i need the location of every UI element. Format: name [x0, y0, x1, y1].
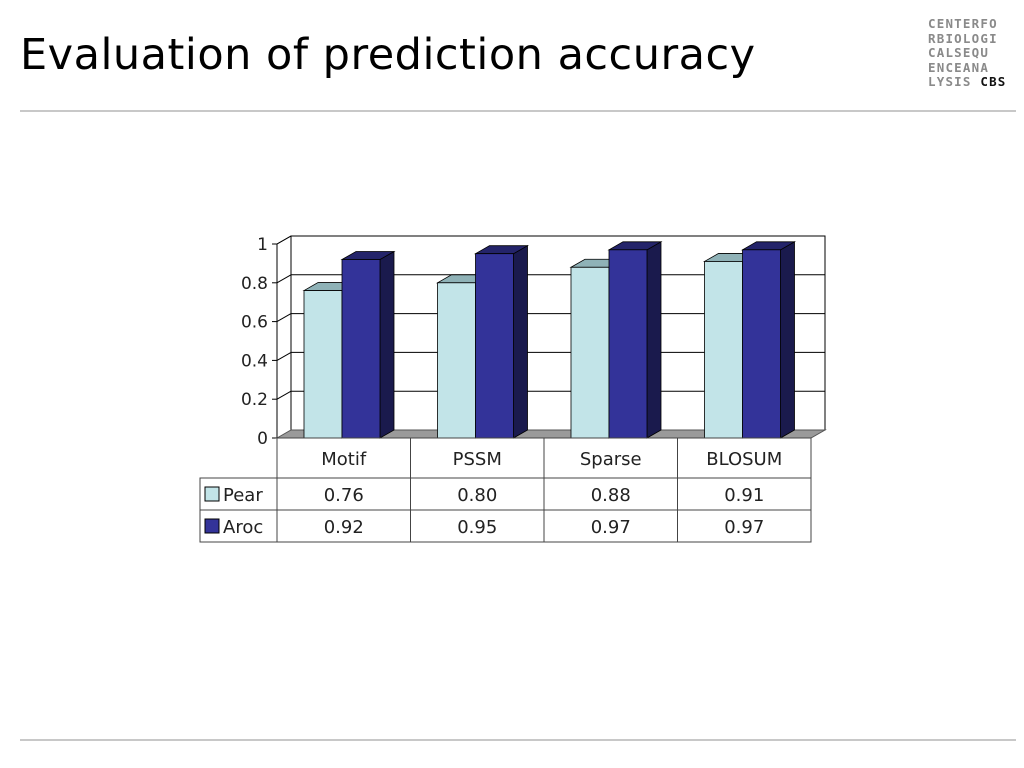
gridline-side [276, 235, 292, 245]
y-tick-label: 0.8 [241, 274, 268, 294]
y-tick-label: 0.2 [241, 390, 268, 410]
bar-aroc [340, 250, 396, 439]
cbs-logo: CENTERFO RBIOLOGI CALSEQU ENCEANA LYSIS … [928, 16, 1007, 90]
data-label: 0.97 [724, 517, 764, 538]
logo-line: LYSIS CBS [928, 74, 1007, 90]
bar-front [303, 290, 343, 439]
legend-key-aroc [204, 518, 220, 534]
logo-line: CENTERFO [928, 16, 998, 31]
y-tick-label: 0.4 [241, 351, 268, 371]
bar-side [379, 250, 395, 439]
footer-divider [20, 739, 1016, 741]
legend-label: Pear [223, 485, 263, 506]
bar-aroc [607, 241, 663, 439]
bar-front [341, 259, 381, 439]
x-category-label: Sparse [580, 449, 642, 470]
bar-side [780, 241, 795, 439]
bar-front [570, 266, 610, 439]
gridline-side [276, 390, 292, 400]
x-category-label: PSSM [453, 449, 502, 470]
logo-brand: CBS [980, 74, 1007, 89]
data-label: 0.91 [724, 485, 764, 506]
gridline-side [276, 313, 292, 323]
bar-aroc [740, 241, 797, 439]
x-category-label: Motif [321, 449, 367, 470]
legend-label: Aroc [223, 517, 263, 538]
data-label: 0.97 [591, 517, 631, 538]
data-label: 0.76 [324, 485, 364, 506]
y-tick-label: 1 [257, 235, 268, 255]
bar-front [742, 249, 781, 439]
data-label: 0.80 [457, 485, 497, 506]
bar-aroc [473, 245, 530, 439]
y-tick-label: 0.6 [241, 313, 268, 333]
bar-side [646, 241, 662, 439]
logo-line-prefix: LYSIS [928, 74, 981, 89]
legend-key-pear [204, 486, 220, 502]
title-divider [20, 110, 1016, 112]
gridline-side [276, 351, 292, 361]
bar-front [437, 282, 476, 439]
bar-front [704, 261, 743, 439]
data-label: 0.92 [324, 517, 364, 538]
bar-side [513, 245, 528, 439]
logo-line: CALSEQU [928, 45, 990, 60]
x-category-label: BLOSUM [706, 449, 782, 470]
bar-front [608, 249, 648, 439]
gridline-side [276, 274, 292, 284]
y-tick-label: 0 [257, 429, 268, 449]
logo-line: RBIOLOGI [928, 30, 998, 46]
bar-front [475, 253, 514, 439]
data-label: 0.88 [591, 485, 631, 506]
logo-line: ENCEANA [928, 59, 990, 75]
data-label: 0.95 [457, 517, 497, 538]
slide-title: Evaluation of prediction accuracy [20, 30, 756, 80]
